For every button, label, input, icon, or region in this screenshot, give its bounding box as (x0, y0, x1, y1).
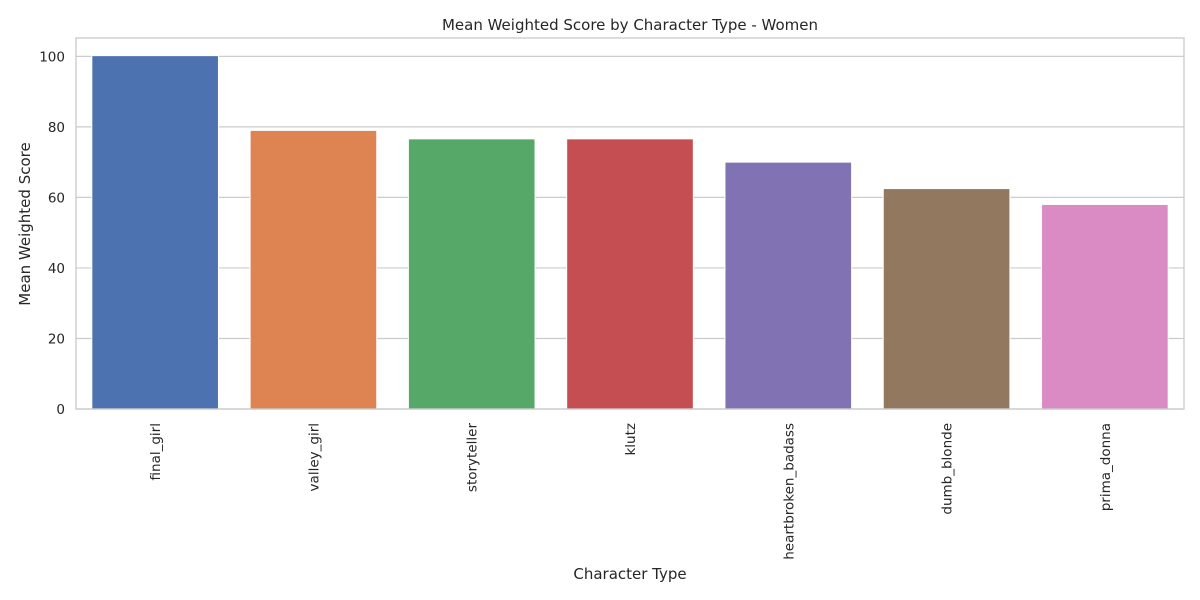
y-tick-label: 60 (48, 190, 65, 206)
y-tick-label: 0 (56, 402, 65, 418)
y-tick-label: 80 (48, 120, 65, 136)
y-tick-label: 100 (39, 49, 65, 65)
bar-dumb_blonde (882, 188, 1011, 410)
y-axis-ticks: 0 20 40 60 80 100 (39, 49, 65, 418)
x-axis-label: Character Type (573, 565, 686, 583)
bar-heartbroken_badass (724, 161, 853, 410)
y-tick-label: 20 (48, 331, 65, 347)
y-axis-label: Mean Weighted Score (16, 142, 34, 305)
bar-final_girl (91, 55, 219, 410)
x-tick-label: heartbroken_badass (781, 423, 797, 560)
x-tick-label: dumb_blonde (940, 423, 956, 515)
bar-storyteller (407, 138, 536, 410)
bar-prima_donna (1041, 203, 1169, 410)
x-tick-label: valley_girl (306, 423, 322, 491)
bars (91, 55, 1169, 410)
y-tick-label: 40 (48, 261, 65, 277)
x-tick-label: prima_donna (1098, 423, 1114, 511)
chart-title: Mean Weighted Score by Character Type - … (442, 16, 818, 34)
plot-frame (75, 37, 1185, 410)
x-axis-ticks: final_girl valley_girl storyteller klutz hea… (148, 423, 1114, 560)
x-tick-label: final_girl (148, 423, 164, 480)
bar-valley_girl (249, 129, 378, 410)
x-tick-label: klutz (623, 423, 639, 456)
bar-klutz (566, 138, 694, 410)
x-tick-label: storyteller (465, 423, 481, 493)
